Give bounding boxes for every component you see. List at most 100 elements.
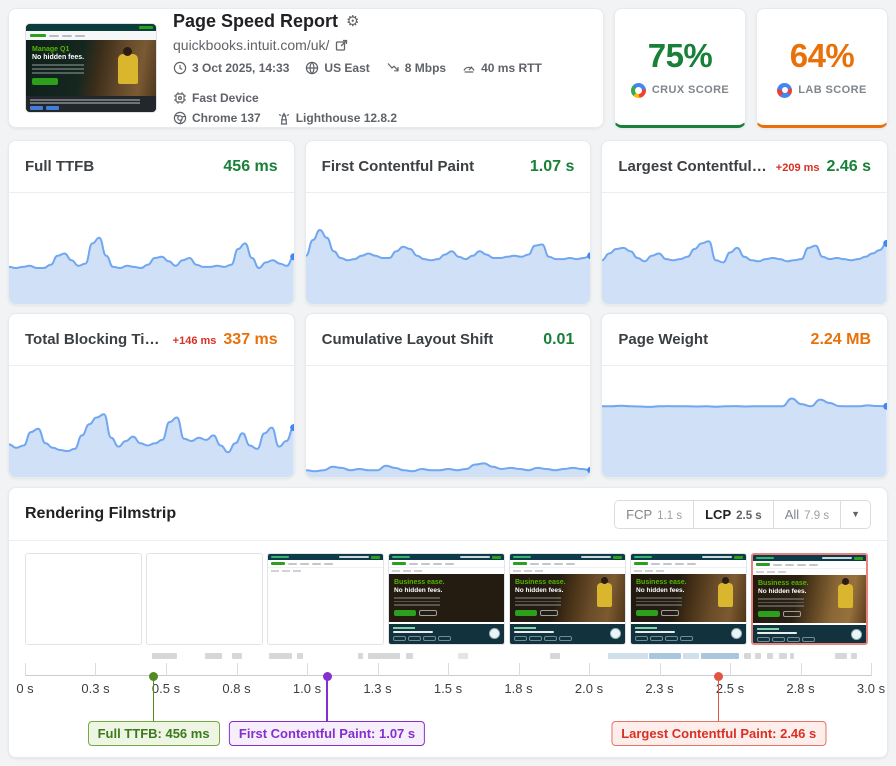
- sparkline-chart: [602, 193, 888, 304]
- filmstrip-timeline: 0 s 0.3 s 0.5 s 0.8 s 1.0 s 1.3 s 1.5 s 1.8 s 2.…: [16, 663, 885, 755]
- metric-card-tbt[interactable]: Total Blocking Time +146 ms 337 ms: [8, 313, 295, 478]
- sparkline-chart: [305, 366, 591, 477]
- metric-grid-row-1: Full TTFB 456 ms First Contentful Paint …: [8, 140, 889, 305]
- timeline-tick-label: 0 s: [16, 681, 34, 696]
- external-link-icon[interactable]: [335, 39, 348, 52]
- quickbooks-logo: [271, 562, 285, 565]
- page-title: Page Speed Report: [173, 11, 339, 31]
- timeline-tick: [236, 663, 238, 676]
- browser-version: Chrome 137: [173, 111, 261, 125]
- dropdown-caret-icon[interactable]: ▼: [840, 500, 870, 528]
- filmstrip-frame-2[interactable]: [146, 553, 263, 645]
- waterfall-segment: [368, 653, 400, 659]
- waterfall-segment: [789, 653, 794, 659]
- timeline-tick-label: 0.3 s: [81, 681, 110, 696]
- lab-score-card: 64% LAB SCORE: [756, 8, 888, 128]
- page-thumbnail[interactable]: Manage Q1 No hidden fees.: [25, 23, 157, 113]
- waterfall-segment: [607, 653, 648, 659]
- timeline-tick: [588, 663, 590, 676]
- metric-title: Full TTFB: [25, 158, 95, 175]
- request-waterfall-strip: [25, 653, 871, 659]
- marker-label: Full TTFB: 456 ms: [87, 721, 220, 746]
- metric-card-page-weight[interactable]: Page Weight 2.24 MB: [601, 313, 889, 478]
- metric-value: 456 ms: [223, 157, 278, 175]
- metric-card-fcp[interactable]: First Contentful Paint 1.07 s: [304, 140, 592, 305]
- rtt-latency: 40 ms RTT: [462, 61, 542, 75]
- lighthouse-icon: [278, 112, 289, 125]
- filmstrip-frame-3[interactable]: [267, 553, 384, 645]
- waterfall-segment: [296, 653, 304, 659]
- waterfall-segment: [835, 653, 848, 659]
- timeline-tick-label: 2.5 s: [715, 681, 745, 696]
- filmstrip-frame-4[interactable]: Business ease. No hidden fees.: [388, 553, 505, 645]
- metric-card-lcp[interactable]: Largest Contentful Paint +209 ms 2.46 s: [601, 140, 889, 305]
- lab-score-label: LAB SCORE: [777, 82, 866, 98]
- waterfall-segment: [268, 653, 293, 659]
- crux-score-label: CRUX SCORE: [630, 82, 729, 98]
- frame-person-image: [718, 577, 733, 607]
- clock-icon: [173, 61, 187, 75]
- thumb-cta-button: [32, 78, 58, 85]
- metric-value: 337 ms: [223, 330, 278, 348]
- thumb-subheadline: No hidden fees.: [32, 54, 85, 61]
- device-chip-icon: [174, 92, 186, 104]
- timeline-tick-label: 2.0 s: [574, 681, 604, 696]
- timeline-tick: [659, 663, 661, 676]
- timeline-tick: [377, 663, 379, 676]
- waterfall-segment: [549, 653, 560, 659]
- filmstrip-frame-5[interactable]: Business ease. No hidden fees.: [509, 553, 626, 645]
- frame-subheadline: No hidden fees.: [636, 587, 685, 594]
- waterfall-segment: [151, 653, 178, 659]
- timeline-tick: [448, 663, 449, 676]
- metric-value: 0.01: [543, 330, 575, 348]
- network-speed: 8 Mbps: [386, 61, 446, 75]
- waterfall-segment: [755, 653, 762, 659]
- frame-subheadline: No hidden fees.: [758, 588, 807, 595]
- settings-gear-icon[interactable]: ⚙: [346, 13, 360, 30]
- sparkline-chart: [602, 366, 888, 477]
- thumb-cookie-banner: [26, 96, 156, 112]
- waterfall-segment: [358, 653, 364, 659]
- metric-title: Cumulative Layout Shift: [321, 331, 494, 348]
- waterfall-segment: [700, 653, 740, 659]
- quickbooks-logo: [634, 562, 648, 565]
- lighthouse-version: Lighthouse 12.8.2: [277, 111, 397, 125]
- timeline-tick: [306, 663, 308, 676]
- filmstrip-title: Rendering Filmstrip: [25, 505, 177, 522]
- filmstrip-frame-7[interactable]: Business ease. No hidden fees.: [751, 553, 868, 645]
- tab-all[interactable]: All 7.9 s: [772, 500, 841, 528]
- waterfall-segment: [850, 653, 857, 659]
- timeline-ruler: [25, 663, 872, 676]
- metric-card-full-ttfb[interactable]: Full TTFB 456 ms: [8, 140, 295, 305]
- timeline-tick-label: 1.0 s: [292, 681, 322, 696]
- thumb-navbar: [26, 31, 156, 40]
- frame-headline: Business ease.: [394, 579, 445, 586]
- frame-headline: Business ease.: [515, 579, 566, 586]
- frame-headline: Business ease.: [758, 580, 809, 587]
- tab-fcp[interactable]: FCP 1.1 s: [615, 500, 694, 528]
- rendering-filmstrip-card: Rendering Filmstrip FCP 1.1 s LCP 2.5 s Al…: [8, 487, 888, 758]
- timeline-tick-label: 1.5 s: [433, 681, 463, 696]
- frame-person-image: [597, 577, 612, 607]
- timeline-tick-label: 3.0 s: [856, 681, 886, 696]
- metric-title: First Contentful Paint: [321, 158, 475, 175]
- tab-lcp[interactable]: LCP 2.5 s: [693, 500, 773, 528]
- thumb-hero: Manage Q1 No hidden fees.: [26, 40, 156, 98]
- timeline-tick-label: 1.3 s: [363, 681, 392, 696]
- marker-label: First Contentful Paint: 1.07 s: [228, 721, 426, 746]
- timeline-tick: [165, 663, 167, 676]
- metric-title: Largest Contentful Paint: [618, 158, 767, 175]
- waterfall-segment: [744, 653, 751, 659]
- waterfall-segment: [778, 653, 788, 659]
- top-row: Manage Q1 No hidden fees. Page Speed Rep…: [8, 8, 888, 128]
- metric-card-cls[interactable]: Cumulative Layout Shift 0.01: [304, 313, 592, 478]
- timeline-tick-label: 2.8 s: [786, 681, 815, 696]
- filmstrip-frame-6[interactable]: Business ease. No hidden fees.: [630, 553, 747, 645]
- timeline-tick-label: 1.8 s: [504, 681, 533, 696]
- filmstrip-frame-1[interactable]: [25, 553, 142, 645]
- metric-title: Page Weight: [618, 331, 709, 348]
- timeline-tick-label: 2.3 s: [645, 681, 674, 696]
- crux-score-card: 75% CRUX SCORE: [614, 8, 746, 128]
- sparkline-chart: [9, 366, 294, 477]
- meta-row-2: Chrome 137 Lighthouse 12.8.2: [173, 111, 587, 125]
